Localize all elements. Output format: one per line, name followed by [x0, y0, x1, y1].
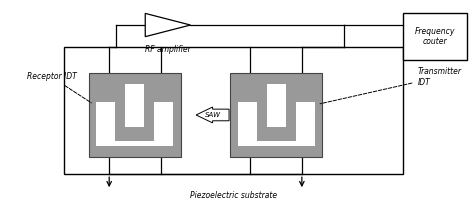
Bar	[237, 102, 256, 146]
Bar	[126, 84, 145, 128]
Text: Frequency
couter: Frequency couter	[415, 27, 455, 46]
Text: SAW: SAW	[205, 112, 220, 118]
Polygon shape	[145, 13, 191, 37]
Text: RF amplifier: RF amplifier	[145, 45, 191, 54]
Bar	[267, 84, 286, 128]
Bar	[155, 141, 173, 146]
Bar	[296, 141, 315, 146]
Bar	[237, 141, 315, 146]
Text: Receptor IDT: Receptor IDT	[27, 72, 91, 103]
Bar	[96, 141, 115, 146]
Text: Piezoelectric substrate: Piezoelectric substrate	[190, 191, 277, 200]
FancyArrow shape	[196, 107, 229, 123]
Bar	[155, 102, 173, 146]
Bar	[403, 13, 467, 60]
Bar	[230, 73, 322, 157]
Bar	[64, 47, 403, 174]
Bar	[96, 102, 115, 146]
Text: Transmitter
IDT: Transmitter IDT	[320, 67, 461, 104]
Bar	[96, 141, 173, 146]
Bar	[89, 73, 181, 157]
Bar	[126, 84, 145, 89]
Bar	[237, 141, 256, 146]
Bar	[296, 102, 315, 146]
Bar	[267, 84, 286, 89]
